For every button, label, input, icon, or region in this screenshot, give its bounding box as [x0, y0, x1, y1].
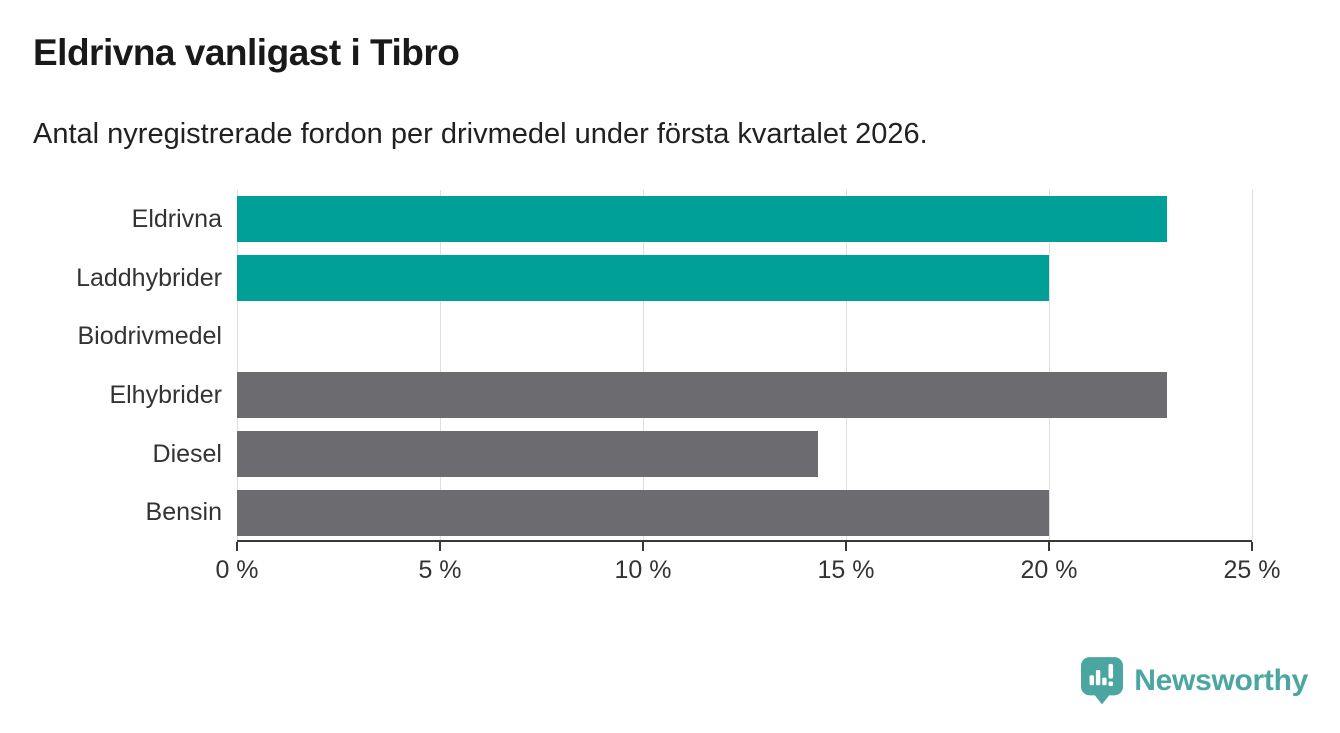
gridline	[643, 190, 644, 540]
category-label: Eldrivna	[131, 204, 222, 233]
bar-track	[237, 372, 1252, 419]
chart-row: Bensin	[0, 483, 1252, 542]
axis-tick	[845, 542, 847, 551]
axis-tick	[439, 542, 441, 551]
chart-subtitle: Antal nyregistrerade fordon per drivmede…	[33, 118, 928, 150]
axis-tick-label: 0 %	[215, 556, 259, 584]
category-label: Diesel	[152, 439, 222, 468]
chart-title: Eldrivna vanligast i Tibro	[33, 32, 460, 73]
bar-bensin	[237, 489, 1049, 536]
chart-rows: Eldrivna Laddhybrider Biodrivmedel Elhybrid…	[0, 190, 1252, 542]
axis-tick	[1251, 542, 1253, 551]
gridline	[1049, 190, 1050, 540]
category-label: Laddhybrider	[76, 263, 222, 292]
bar-track	[237, 255, 1252, 301]
bar-track	[237, 314, 1252, 360]
gridline	[237, 190, 238, 540]
chart-row: Laddhybrider	[0, 249, 1252, 308]
axis-tick-label: 5 %	[418, 556, 462, 584]
category-label: Elhybrider	[109, 380, 222, 409]
axis-tick-label: 25 %	[1223, 556, 1281, 584]
bar-laddhybrider	[237, 255, 1049, 301]
axis-tick-label: 15 %	[817, 556, 875, 584]
bar-chart-pin-icon	[1081, 657, 1124, 705]
category-label: Bensin	[145, 498, 222, 527]
axis-tick-label: 20 %	[1020, 556, 1078, 584]
chart-row: Diesel	[0, 425, 1252, 484]
gridline	[1252, 190, 1253, 540]
axis-tick	[642, 542, 644, 551]
bar-elhybrider	[237, 372, 1167, 419]
bar-eldrivna	[237, 196, 1167, 243]
brand-name: Newsworthy	[1134, 664, 1308, 697]
axis-tick-label: 10 %	[614, 556, 672, 584]
bar-track	[237, 489, 1252, 536]
gridline	[846, 190, 847, 540]
axis-tick	[1048, 542, 1050, 551]
chart-row: Eldrivna	[0, 190, 1252, 249]
plot-area: 0 % 5 % 10 % 15 % 20 % 25 %	[215, 190, 1280, 584]
chart-row: Elhybrider	[0, 366, 1252, 425]
chart-row: Biodrivmedel	[0, 307, 1252, 366]
axis-tick	[236, 542, 238, 551]
bar-track	[237, 431, 1252, 478]
bar-track	[237, 196, 1252, 243]
gridline	[440, 190, 441, 540]
category-label: Biodrivmedel	[77, 322, 222, 351]
newsworthy-logo: Newsworthy	[1081, 657, 1308, 705]
bar-diesel	[237, 431, 818, 478]
